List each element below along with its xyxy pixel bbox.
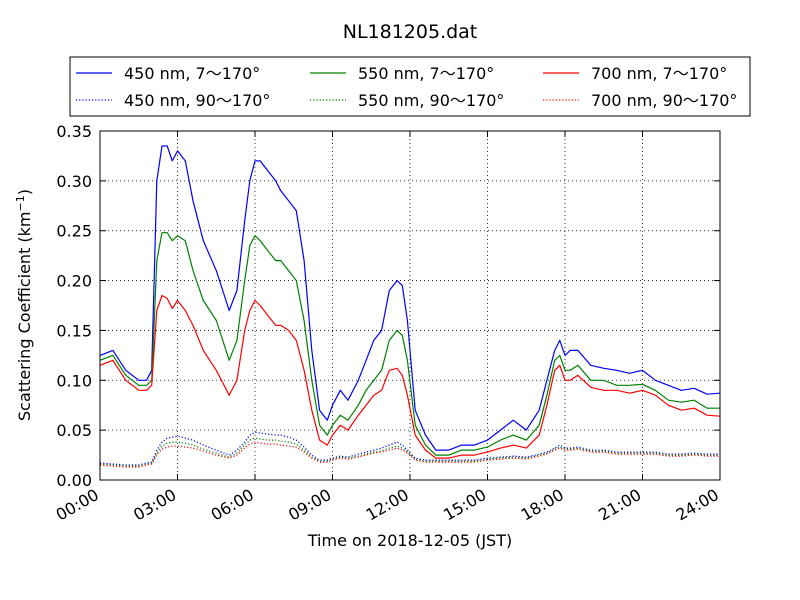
x-tick-label: 15:00 — [440, 485, 489, 525]
legend-label-5: 700 nm, 90～170° — [591, 91, 737, 110]
y-tick-label: 0.15 — [56, 321, 92, 340]
y-tick-label: 0.35 — [56, 122, 92, 141]
series-line-1 — [99, 232, 720, 456]
y-axis-label-superscript: −1 — [14, 195, 27, 211]
legend-box — [69, 56, 751, 117]
legend-label-2: 700 nm, 7～170° — [591, 64, 727, 83]
x-tick-label: 21:00 — [595, 485, 644, 525]
y-tick-label: 0.00 — [56, 471, 92, 490]
series-line-0 — [99, 145, 721, 451]
x-tick-label: 24:00 — [673, 485, 722, 525]
x-tick-label: 09:00 — [285, 485, 334, 525]
y-axis-label-close: ) — [15, 189, 34, 195]
legend-label-0: 450 nm, 7～170° — [124, 64, 260, 83]
chart-title: NL181205.dat — [343, 21, 478, 43]
legend-label-3: 450 nm, 90～170° — [124, 91, 270, 110]
series-layer — [99, 145, 721, 468]
x-axis-label: Time on 2018-12-05 (JST) — [307, 531, 512, 550]
y-tick-label: 0.30 — [56, 172, 92, 191]
series-line-5 — [99, 441, 720, 468]
series-line-3 — [99, 431, 720, 466]
y-tick-label: 0.10 — [56, 371, 92, 390]
x-tick-label: 18:00 — [518, 485, 567, 525]
x-tick-label: 12:00 — [363, 485, 412, 525]
grid — [99, 130, 721, 481]
legend-label-4: 550 nm, 90～170° — [358, 91, 504, 110]
legend-label-1: 550 nm, 7～170° — [358, 64, 494, 83]
y-tick-label: 0.20 — [56, 272, 92, 291]
y-tick-label: 0.25 — [56, 222, 92, 241]
x-tick-label: 00:00 — [53, 485, 102, 525]
x-tick-label: 03:00 — [130, 485, 179, 525]
series-line-2 — [99, 294, 721, 459]
y-tick-label: 0.05 — [56, 421, 92, 440]
legend: 450 nm, 7～170° 450 nm, 90～170° 550 nm, 7～1… — [69, 56, 751, 117]
x-tick-label: 06:00 — [208, 485, 257, 525]
y-axis-label: Scattering Coefficient (km−1) — [14, 189, 34, 421]
